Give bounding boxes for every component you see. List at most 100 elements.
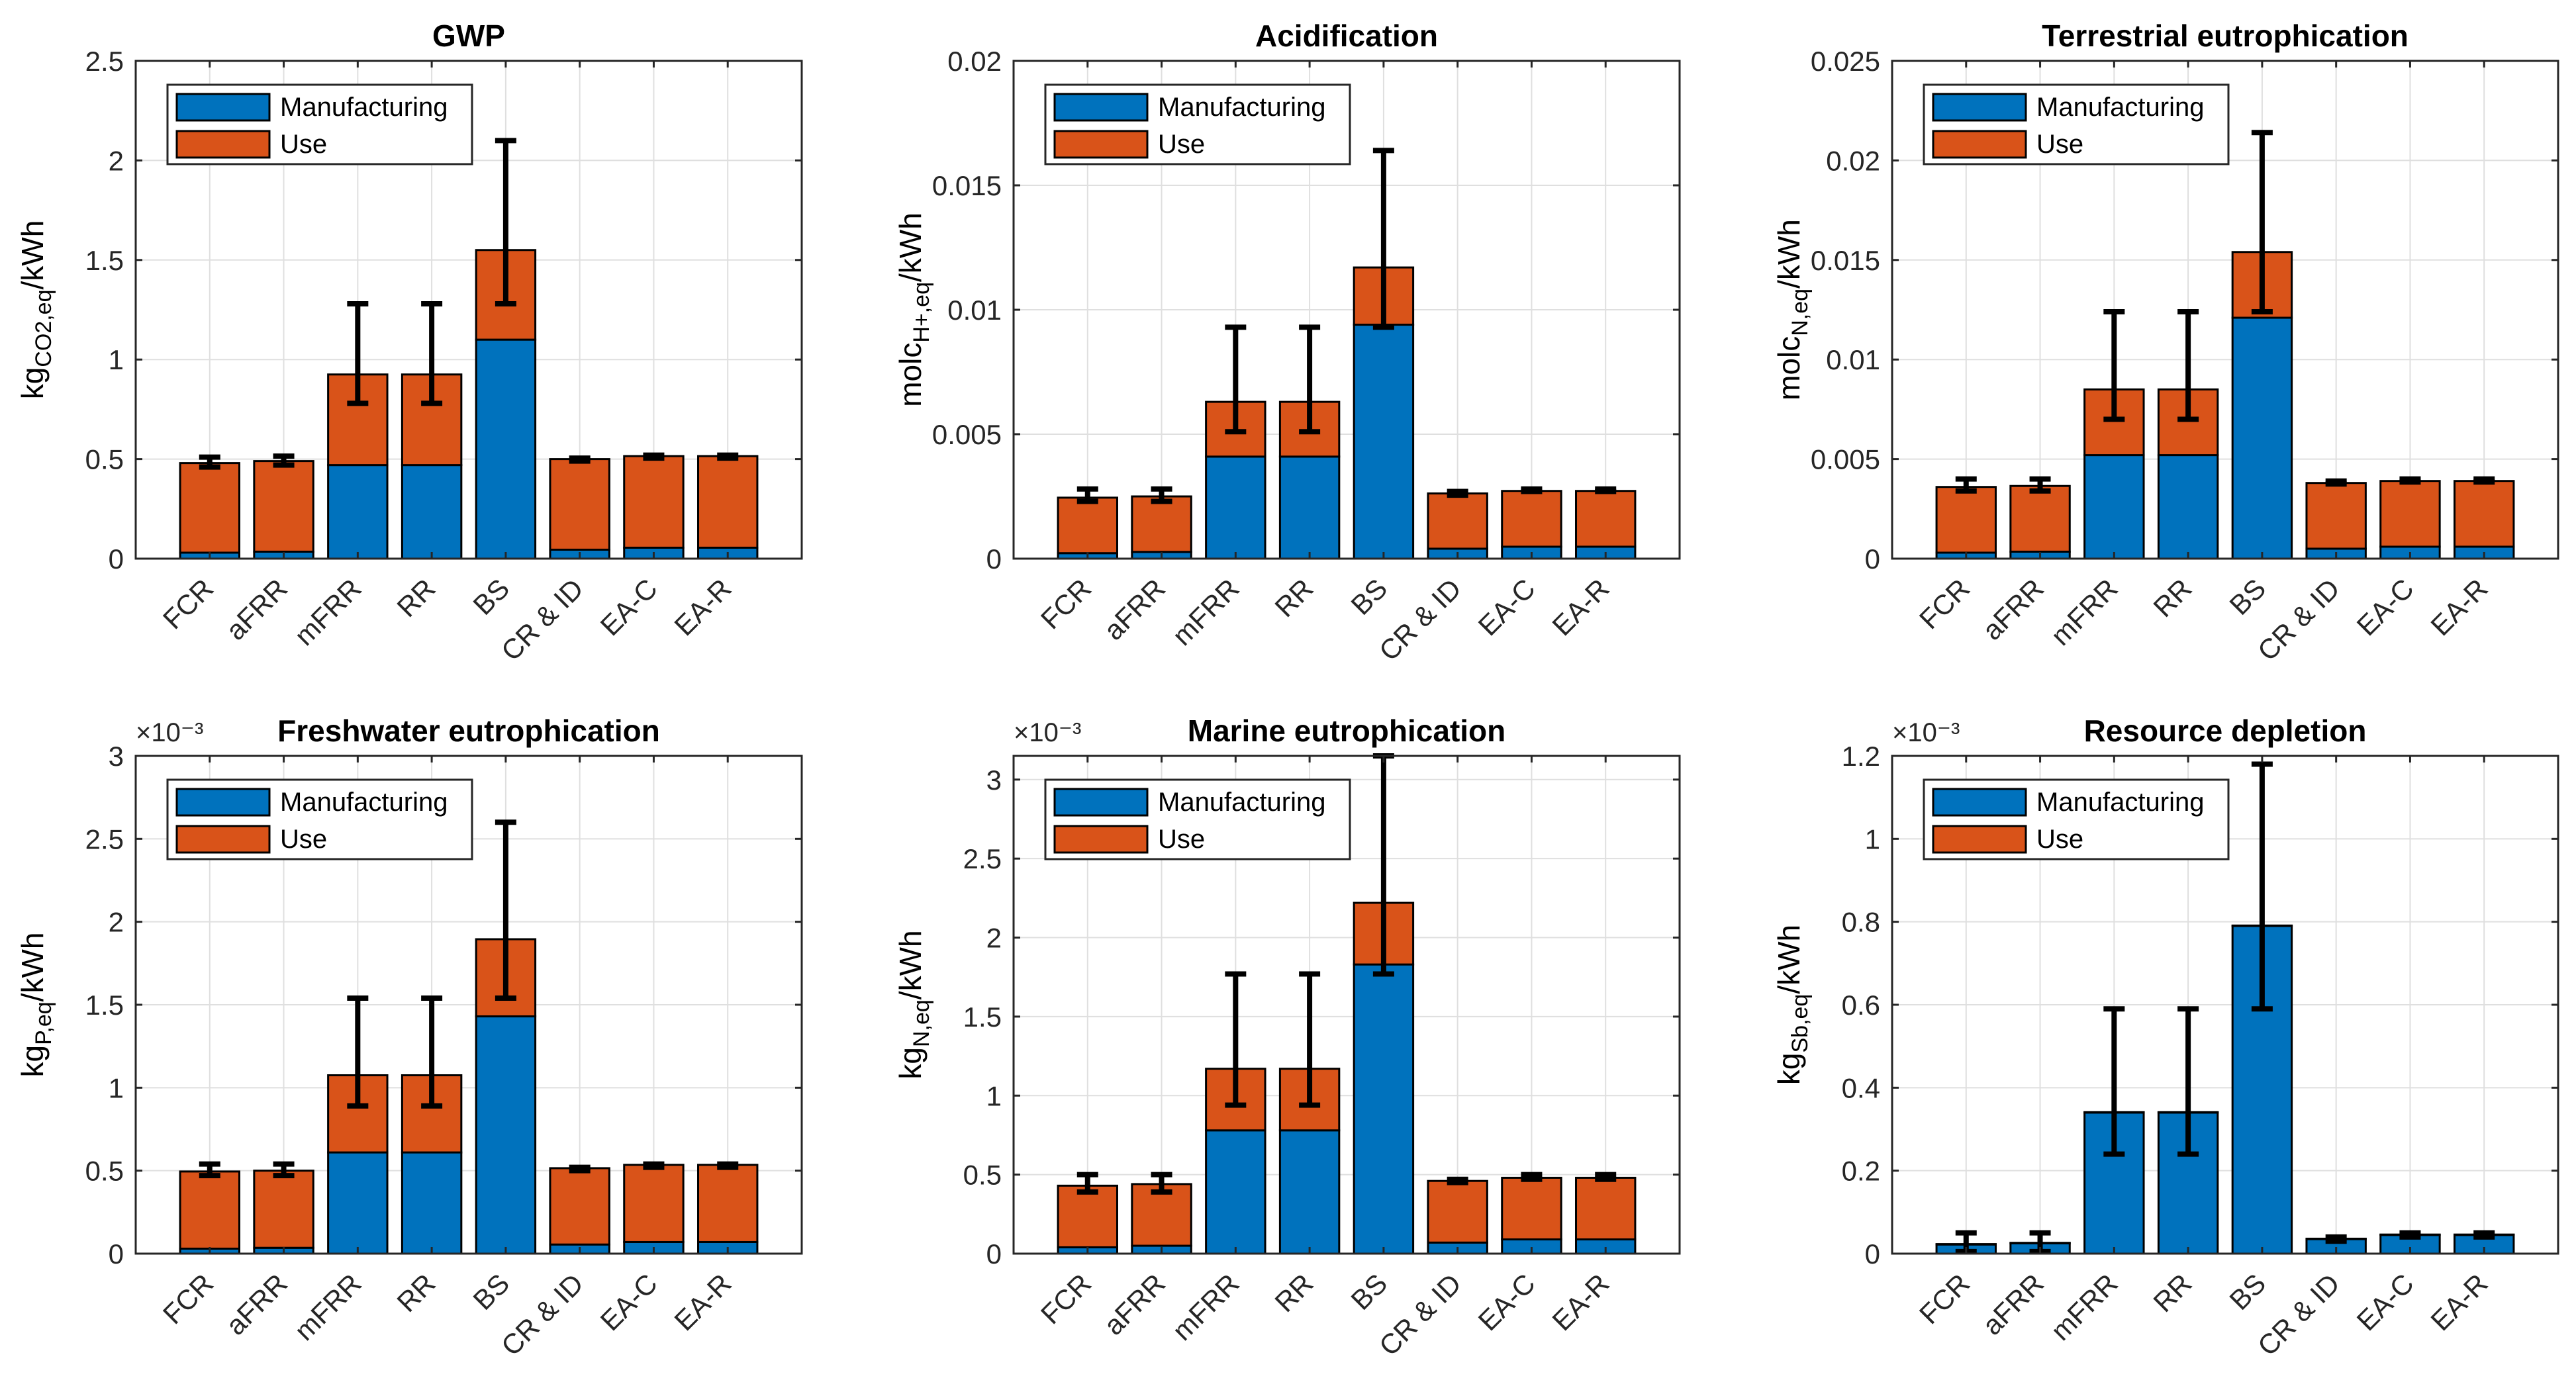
x-tick-label-cr-id: CR & ID [2252, 1268, 2346, 1362]
x-tick-label-cr-id: CR & ID [1373, 1268, 1467, 1362]
x-tick-label-afrr: aFRR [220, 1268, 293, 1341]
x-tick-label-ea-r: EA-R [2424, 1268, 2493, 1336]
bar-use-ea-r [1575, 1176, 1637, 1241]
bar-use-cr-id [549, 458, 610, 551]
legend-swatch-use [1932, 825, 2027, 854]
legend-label-use: Use [1158, 130, 1205, 159]
y-tick-label: 0 [109, 1238, 124, 1270]
chart-title: Acidification [1255, 19, 1438, 53]
y-tick-label: 2.5 [963, 843, 1002, 874]
y-tick-label: 1 [1865, 823, 1880, 855]
x-tick-label-bs: BS [2223, 1268, 2271, 1316]
chart-title: GWP [432, 19, 505, 53]
x-tick-label-fcr: FCR [1913, 573, 1976, 635]
bar-manufacturing-mfrr [1205, 1129, 1266, 1255]
x-tick-label-rr: RR [391, 1268, 441, 1318]
bar-use-ea-r [697, 455, 759, 549]
y-tick-label: 1.2 [1842, 741, 1880, 772]
legend-swatch-manufacturing [1053, 93, 1149, 122]
x-tick-label-bs: BS [467, 1268, 515, 1316]
bar-manufacturing-bs [475, 338, 537, 560]
axes-box [134, 60, 803, 560]
bar-use-afrr [253, 460, 314, 553]
x-tick-label-cr-id: CR & ID [495, 1268, 589, 1362]
y-tick-label: 0.5 [85, 444, 124, 475]
legend-swatch-use [1053, 825, 1149, 854]
y-tick-label: 1.5 [963, 1001, 1002, 1033]
bar-use-fcr [1057, 496, 1118, 555]
legend-label-use: Use [280, 825, 327, 854]
x-tick-label-mfrr: mFRR [289, 1268, 367, 1346]
x-tick-label-ea-r: EA-R [1546, 573, 1615, 641]
y-tick-label: 0.2 [1842, 1156, 1880, 1187]
legend-label-use: Use [2036, 825, 2083, 854]
bar-use-fcr [179, 462, 240, 554]
legend-label-manufacturing: Manufacturing [280, 93, 448, 122]
y-axis-label: kgP,eq/kWh [15, 933, 56, 1078]
legend: Manufacturing Use [166, 778, 473, 860]
x-tick-label-ea-c: EA-C [1472, 573, 1541, 641]
bar-use-cr-id [2305, 482, 2367, 550]
bar-manufacturing-mfrr [1205, 455, 1266, 560]
y-axis-label: kgSb,eq/kWh [1772, 925, 1813, 1085]
x-tick-label-mfrr: mFRR [2045, 573, 2124, 651]
legend: Manufacturing Use [1044, 83, 1351, 165]
y-tick-label: 0 [1865, 1238, 1880, 1270]
y-tick-label: 3 [109, 741, 124, 772]
x-tick-label-fcr: FCR [1035, 573, 1097, 635]
y-tick-label: 0.4 [1842, 1072, 1880, 1103]
x-tick-label-ea-c: EA-C [2351, 573, 2420, 641]
legend-swatch-use [175, 825, 271, 854]
y-tick-label: 2.5 [85, 46, 124, 77]
x-tick-label-bs: BS [1345, 1268, 1393, 1316]
y-tick-label: 0.8 [1842, 907, 1880, 938]
y-tick-label: 0 [1865, 543, 1880, 575]
bar-use-fcr [1935, 486, 1997, 554]
x-tick-label-ea-r: EA-R [1546, 1268, 1615, 1336]
legend-label-manufacturing: Manufacturing [280, 788, 448, 817]
x-tick-label-cr-id: CR & ID [495, 573, 589, 667]
legend-swatch-manufacturing [1053, 788, 1149, 817]
y-tick-label: 0.005 [932, 419, 1002, 450]
bar-use-ea-r [1575, 490, 1637, 548]
bar-use-ea-c [623, 455, 685, 549]
x-tick-label-mfrr: mFRR [1167, 1268, 1245, 1346]
legend-label-manufacturing: Manufacturing [2036, 788, 2204, 817]
legend-swatch-use [1932, 130, 2027, 159]
x-tick-label-afrr: aFRR [1098, 1268, 1171, 1341]
y-axis-label: kgCO2,eq/kWh [15, 220, 56, 400]
x-tick-label-fcr: FCR [157, 573, 219, 635]
legend-swatch-manufacturing [1932, 788, 2027, 817]
x-tick-label-rr: RR [2147, 1268, 2197, 1318]
bar-manufacturing-mfrr [2083, 454, 2145, 560]
axis-exponent: ×10⁻³ [1892, 718, 1960, 747]
bar-use-afrr [1131, 495, 1192, 553]
y-tick-label: 0.02 [1826, 145, 1880, 176]
chart-title: Freshwater eutrophication [277, 714, 660, 748]
bar-manufacturing-mfrr [327, 1151, 389, 1255]
legend: Manufacturing Use [1044, 778, 1351, 860]
bar-use-ea-c [1501, 1176, 1562, 1241]
bar-manufacturing-rr [2157, 454, 2219, 560]
x-tick-label-afrr: aFRR [1976, 573, 2050, 646]
x-tick-label-rr: RR [391, 573, 441, 623]
x-tick-label-fcr: FCR [1913, 1268, 1976, 1330]
y-tick-label: 2 [109, 907, 124, 938]
y-tick-label: 1 [109, 344, 124, 375]
y-tick-label: 1.5 [85, 990, 124, 1021]
x-tick-label-ea-r: EA-R [2424, 573, 2493, 641]
axes-box [1012, 755, 1681, 1255]
legend: Manufacturing Use [1923, 778, 2230, 860]
bar-use-ea-c [623, 1164, 685, 1243]
bar-manufacturing-rr [1278, 455, 1341, 560]
chart-title: Resource depletion [2084, 714, 2367, 748]
bar-use-fcr [1057, 1184, 1118, 1248]
x-tick-label-cr-id: CR & ID [1373, 573, 1467, 667]
axes-box [1891, 60, 2559, 560]
